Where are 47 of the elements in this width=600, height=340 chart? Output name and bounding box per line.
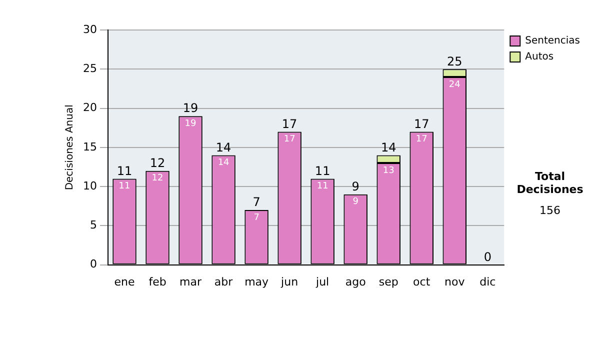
- total-label: 0: [484, 250, 492, 264]
- x-tick-label: mar: [180, 275, 202, 288]
- total-label: 7: [252, 195, 260, 210]
- data-label: 12: [152, 174, 164, 184]
- data-label: 13: [382, 166, 394, 176]
- total-label: 19: [182, 101, 198, 116]
- data-label: 17: [416, 134, 428, 145]
- total-label: 11: [314, 164, 330, 178]
- legend-label: Autos: [525, 52, 554, 63]
- x-tick-label: jul: [315, 275, 330, 288]
- data-label: 9: [352, 197, 359, 208]
- y-tick-label: 5: [90, 218, 97, 232]
- y-tick-label: 10: [82, 179, 97, 192]
- y-tick-label: 25: [82, 62, 97, 75]
- x-tick-label: dic: [480, 275, 496, 288]
- legend-label: Sentencias: [525, 36, 580, 47]
- data-label: 11: [118, 182, 130, 192]
- x-tick-label: may: [244, 275, 270, 288]
- total-label: 11: [116, 164, 132, 178]
- y-tick-label: 0: [90, 258, 97, 271]
- data-label: 14: [218, 158, 230, 168]
- x-tick-label: abr: [214, 275, 234, 288]
- total-label: 14: [216, 140, 232, 154]
- y-tick-label: 20: [82, 101, 97, 114]
- x-tick-label: ene: [114, 275, 135, 288]
- y-tick-label: 30: [82, 22, 97, 36]
- total-label: 12: [150, 156, 166, 170]
- data-label: 17: [284, 134, 296, 145]
- total-label: 17: [414, 116, 430, 131]
- x-tick-label: nov: [444, 275, 466, 288]
- total-label: 25: [446, 54, 462, 68]
- x-tick-label: ago: [345, 275, 366, 288]
- data-label: 24: [448, 80, 461, 90]
- y-tick-label: 15: [82, 140, 97, 154]
- total-label: 17: [282, 116, 298, 131]
- x-tick-label: jun: [280, 275, 298, 288]
- text: Total Decisiones: [516, 170, 584, 196]
- x-tick-label: oct: [413, 275, 431, 288]
- y-axis-title: Decisiones Anual: [64, 104, 76, 190]
- data-label: 19: [184, 118, 197, 129]
- data-label: 7: [254, 212, 260, 223]
- data-label: 11: [316, 182, 328, 192]
- x-tick-label: sep: [378, 275, 398, 288]
- total-label: 14: [380, 140, 396, 154]
- text: 156: [538, 204, 562, 217]
- x-tick-label: feb: [148, 275, 166, 288]
- total-label: 9: [352, 179, 360, 194]
